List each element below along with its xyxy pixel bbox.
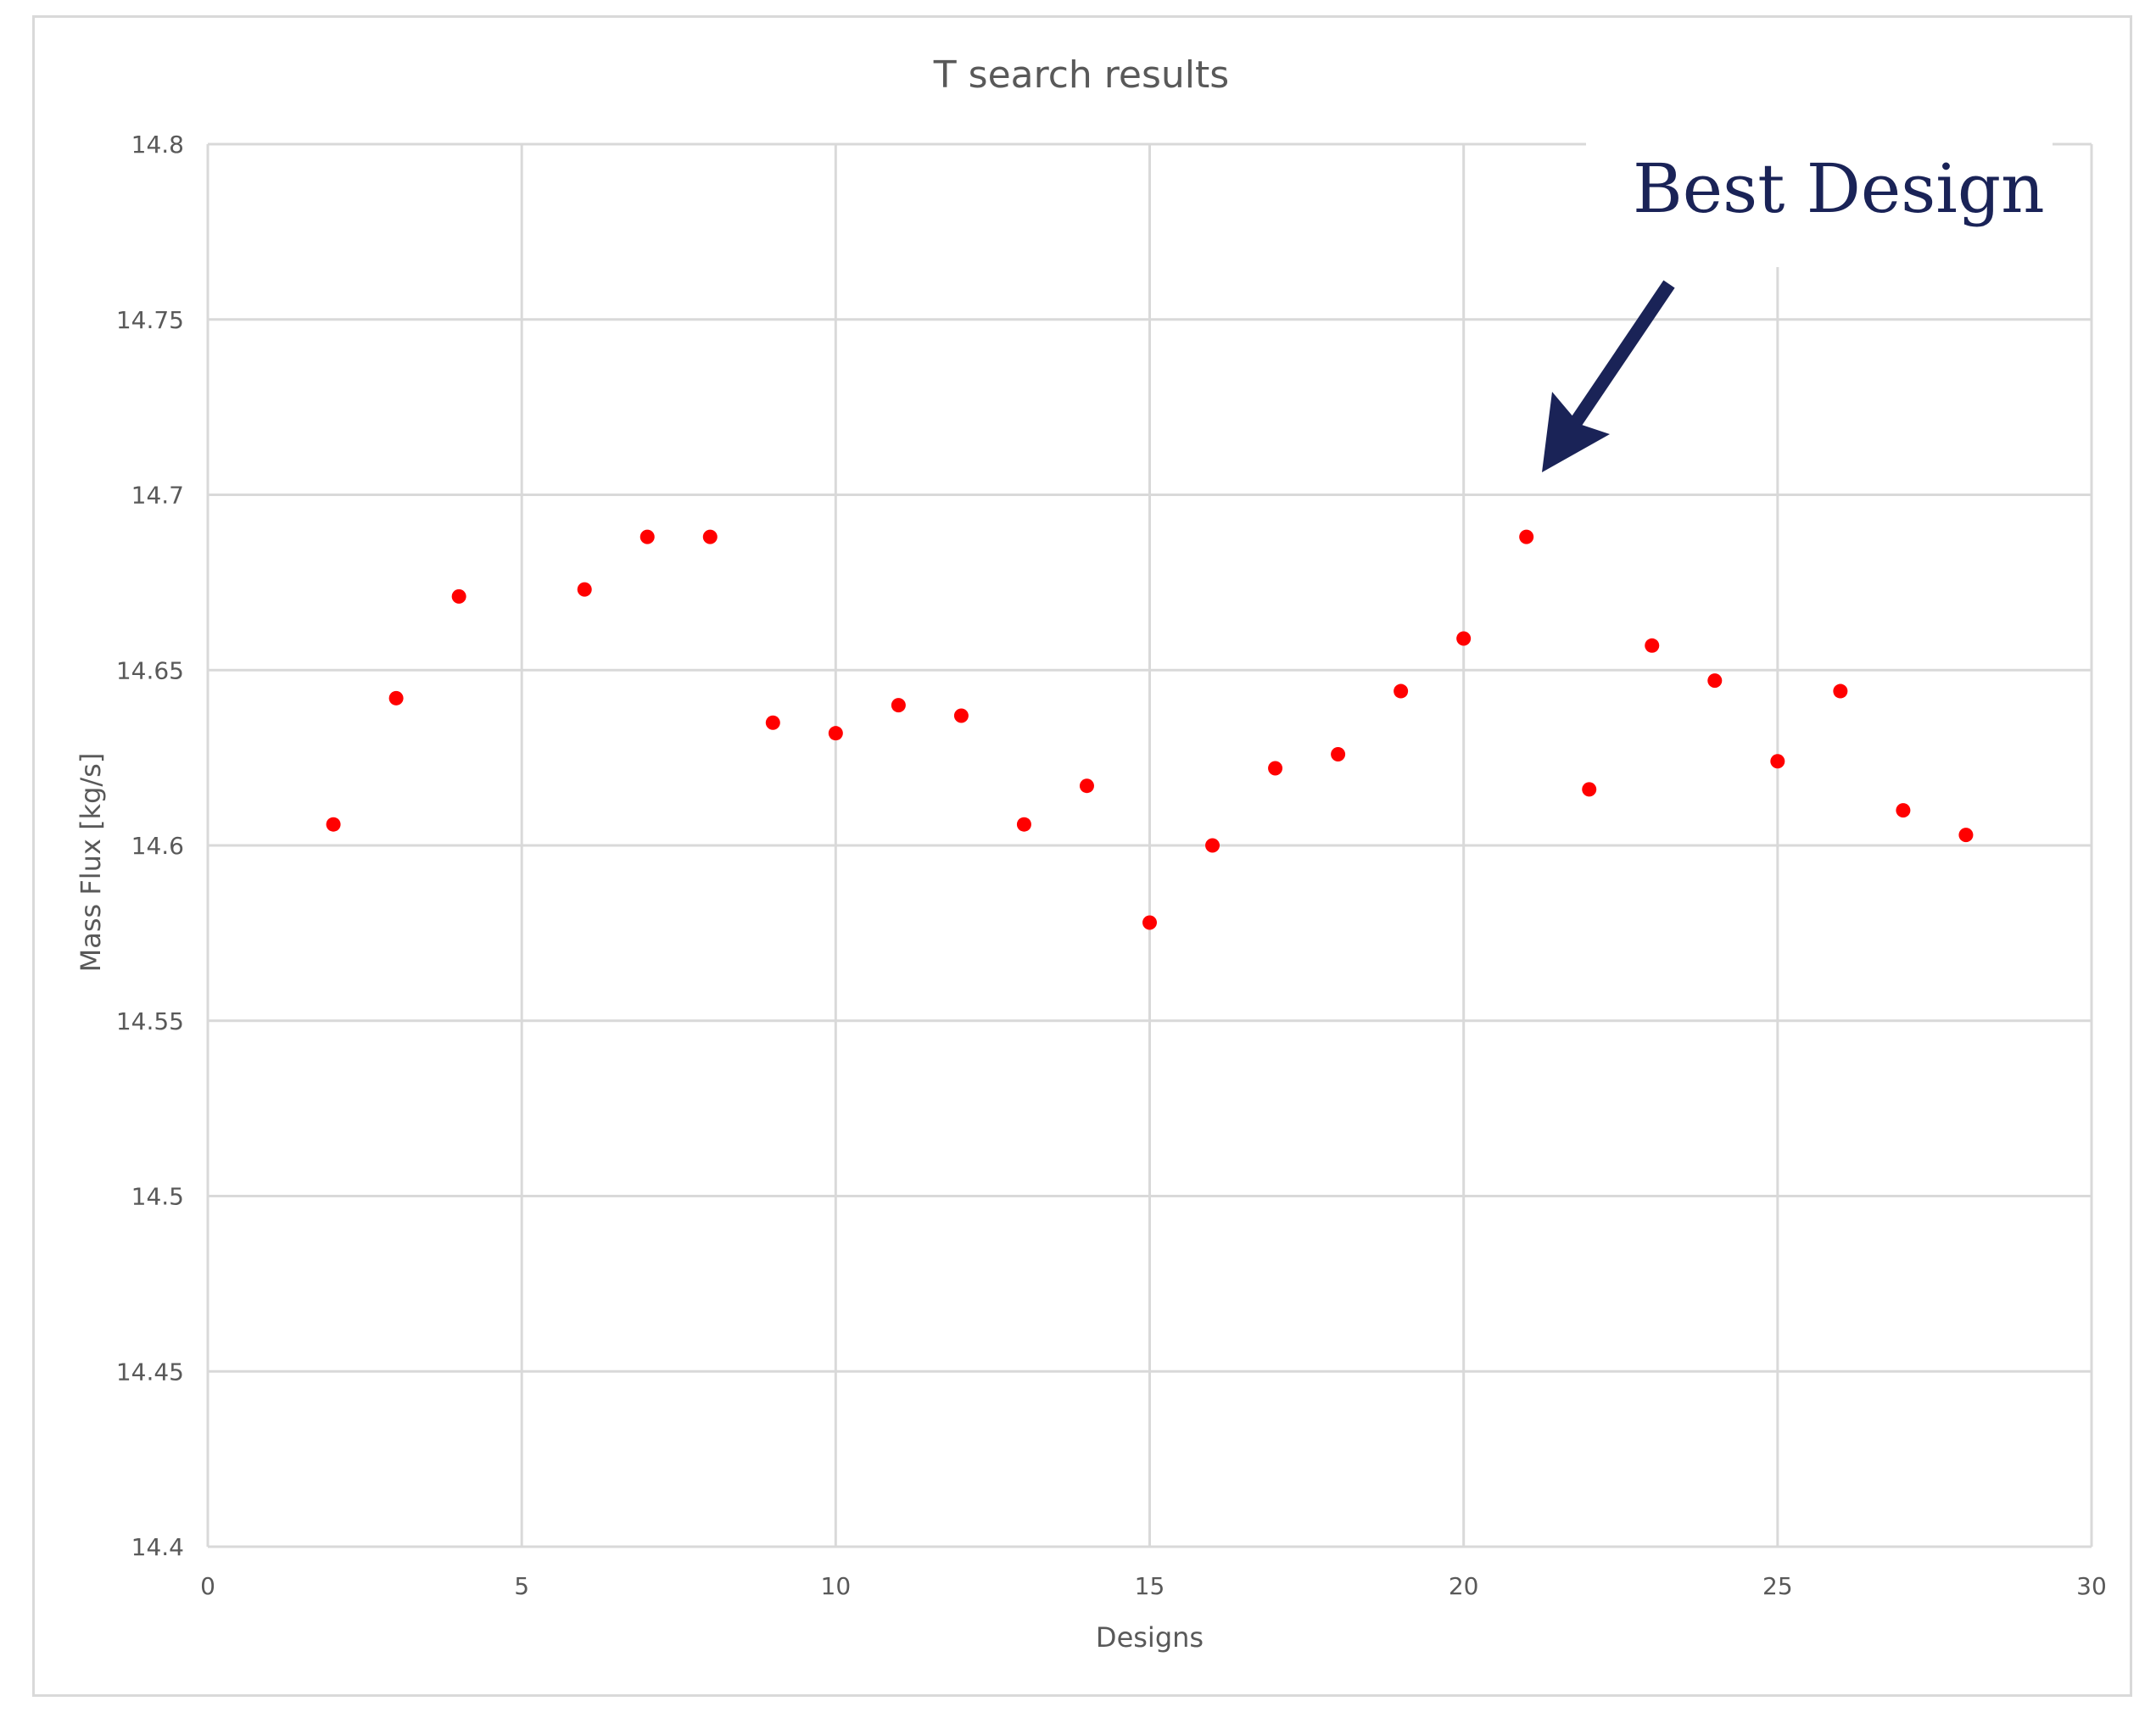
data-point	[1645, 638, 1660, 653]
x-tick-label: 5	[514, 1572, 529, 1600]
data-point	[765, 715, 780, 730]
x-tick-label: 10	[821, 1572, 852, 1600]
annotation-label: Best Design	[1633, 149, 2045, 228]
x-tick-label: 30	[2076, 1572, 2107, 1600]
data-point	[1896, 803, 1911, 818]
x-tick-label: 25	[1762, 1572, 1793, 1600]
data-point	[1958, 828, 1974, 843]
x-tick-label: 20	[1449, 1572, 1479, 1600]
data-point	[1205, 838, 1220, 853]
data-point	[577, 582, 592, 597]
data-point	[1770, 754, 1785, 769]
data-point	[388, 690, 404, 706]
data-point	[891, 698, 906, 713]
data-point	[702, 529, 718, 544]
arrow-shaft	[1570, 280, 1675, 427]
y-tick-label: 14.6	[131, 832, 184, 860]
data-point	[1707, 673, 1723, 689]
data-points	[326, 529, 1974, 930]
data-point	[1582, 782, 1597, 797]
tick-labels: 14.4 14.45 14.5 14.55 14.6 14.65 14.7 14.75 14.8…	[116, 131, 2107, 1600]
data-point	[451, 588, 466, 604]
data-point	[1268, 761, 1283, 776]
data-point	[1519, 529, 1534, 544]
y-tick-label: 14.75	[116, 306, 184, 334]
data-point	[828, 726, 843, 741]
chart-title: T search results	[933, 53, 1229, 97]
data-point	[1331, 746, 1346, 761]
y-tick-label: 14.8	[131, 131, 184, 159]
annotation-arrow	[1542, 280, 1675, 472]
data-point	[640, 529, 655, 544]
data-point	[953, 708, 969, 723]
x-tick-label: 15	[1135, 1572, 1165, 1600]
data-point	[1456, 631, 1472, 646]
y-tick-label: 14.7	[131, 482, 184, 510]
data-point	[1016, 817, 1031, 832]
data-point	[1833, 683, 1848, 699]
arrow-head	[1542, 392, 1610, 472]
y-tick-label: 14.55	[116, 1007, 184, 1035]
chart-frame	[32, 15, 2132, 1697]
y-tick-label: 14.45	[116, 1358, 184, 1386]
annotation-background	[1586, 136, 2053, 267]
grid	[206, 142, 2093, 1548]
y-tick-label: 14.5	[131, 1183, 184, 1211]
y-tick-label: 14.4	[131, 1533, 184, 1561]
data-point	[1142, 915, 1157, 930]
data-point	[326, 817, 341, 832]
x-tick-label: 0	[200, 1572, 215, 1600]
data-point	[1079, 778, 1094, 794]
x-axis-title: Designs	[1096, 1621, 1204, 1654]
y-axis-title: Mass Flux [kg/s]	[75, 753, 107, 973]
data-point	[1394, 683, 1409, 699]
y-tick-label: 14.65	[116, 656, 184, 684]
